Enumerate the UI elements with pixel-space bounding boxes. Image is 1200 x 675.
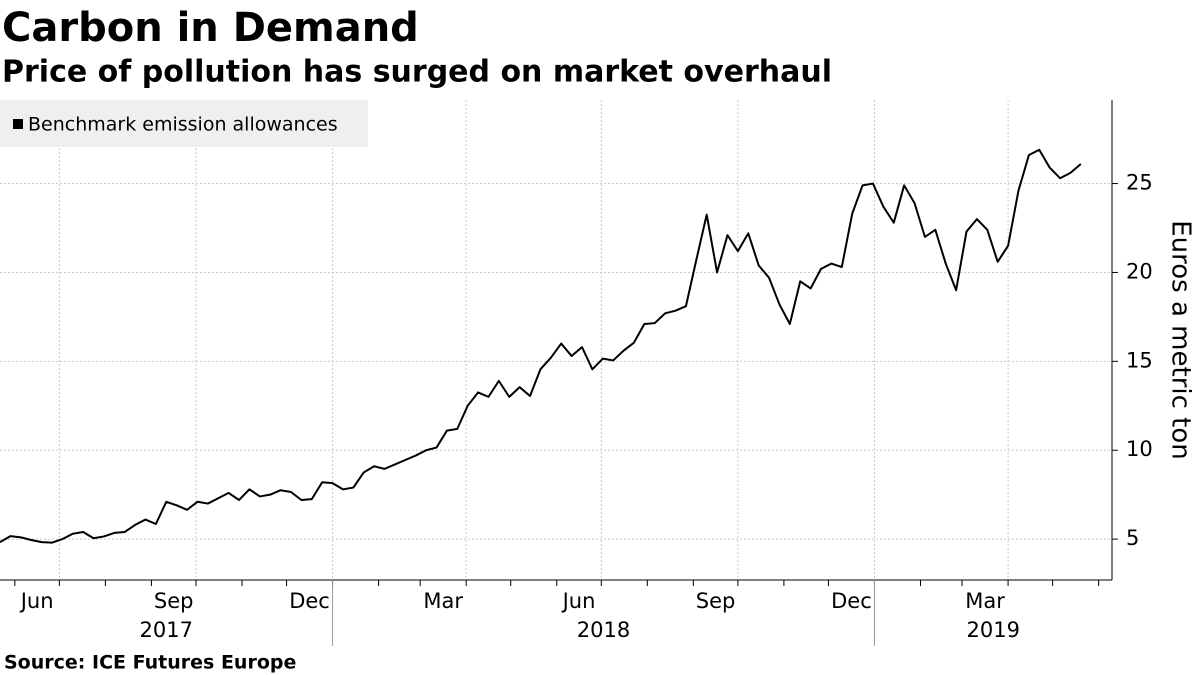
x-tick-label: Jun <box>561 589 596 613</box>
x-tick-label: Mar <box>965 589 1005 613</box>
chart-title: Carbon in Demand <box>2 5 419 51</box>
x-tick-label: Mar <box>423 589 463 613</box>
x-tick-label: Sep <box>696 589 736 613</box>
y-tick-label: 10 <box>1126 437 1153 461</box>
x-tick-label: Sep <box>154 589 194 613</box>
chart-subtitle: Price of pollution has surged on market … <box>2 55 832 90</box>
year-label: 2017 <box>140 618 193 642</box>
year-label: 2018 <box>577 618 630 642</box>
x-tick-label: Dec <box>289 589 330 613</box>
data-line <box>0 148 1082 544</box>
y-tick-label: 15 <box>1126 348 1153 372</box>
x-tick-label: Jun <box>19 589 54 613</box>
y-tick-label: 20 <box>1126 259 1153 283</box>
source: Source: ICE Futures Europe <box>4 652 296 674</box>
legend-swatch <box>13 119 23 129</box>
legend-label: Benchmark emission allowances <box>28 114 338 136</box>
year-label: 2019 <box>967 618 1020 642</box>
y-tick-label: 25 <box>1126 171 1153 195</box>
y-tick-label: 5 <box>1126 526 1139 550</box>
y-axis-label: Euros a metric ton <box>1166 220 1196 460</box>
legend-box <box>0 100 368 147</box>
x-tick-label: Dec <box>831 589 872 613</box>
